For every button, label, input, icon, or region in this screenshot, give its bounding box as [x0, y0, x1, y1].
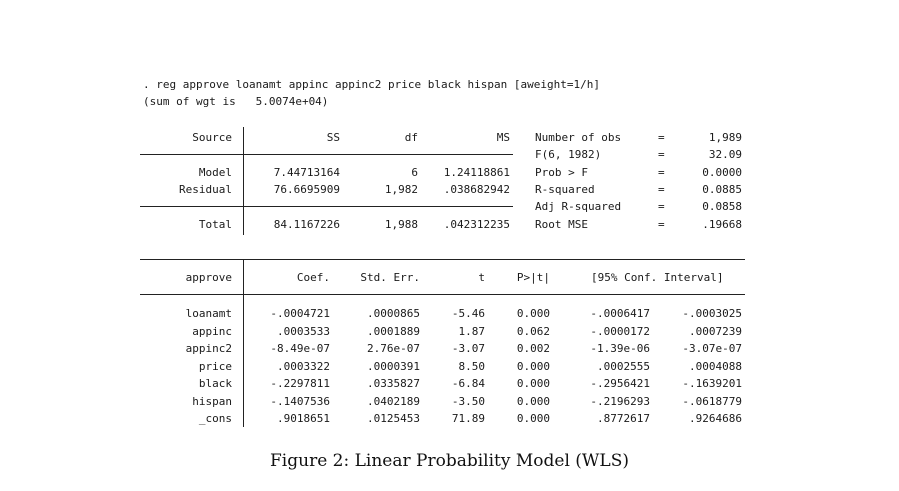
coef-tstat: 1.87	[458, 324, 486, 338]
coef-estimate: .9018651	[277, 412, 330, 425]
coef-estimate: -.0004721	[270, 307, 330, 320]
stat-value-f: 32.09	[708, 148, 742, 161]
coef-tstat: -3.07	[451, 342, 485, 355]
coef-var: hispan	[192, 394, 232, 408]
anova-column-rule	[243, 127, 244, 235]
figure-caption: Figure 2: Linear Probability Model (WLS)	[270, 451, 629, 471]
anova-ms-model: 1.24118861	[443, 166, 510, 179]
anova-header-source: Source	[192, 131, 232, 144]
coef-column-rule	[243, 260, 244, 427]
coef-header-rule	[140, 294, 745, 295]
stat-eq-rmse: =	[658, 218, 665, 231]
coef-ci-high: -3.07e-07	[682, 342, 742, 355]
stat-label-rmse: Root MSE	[535, 218, 588, 231]
coef-ci-high: .0007239	[689, 324, 742, 338]
coef-ci-low: -.2196293	[590, 394, 650, 408]
coef-estimate: .0003533	[277, 324, 330, 338]
regress-command: . reg approve loanamt appinc appinc2 pri…	[143, 78, 600, 91]
coef-stderr: .0335827	[367, 377, 420, 390]
coef-pvalue: 0.000	[516, 359, 550, 373]
stat-value-rmse: .19668	[702, 218, 742, 231]
coef-var: appinc2	[185, 342, 232, 355]
coef-estimate: -8.49e-07	[270, 342, 330, 355]
stat-label-adjr2: Adj R-squared	[535, 200, 622, 213]
anova-ss-total: 84.1167226	[273, 218, 340, 231]
stat-label-r2: R-squared	[535, 183, 595, 196]
stat-value-r2: 0.0885	[702, 183, 742, 196]
stat-eq-f: =	[658, 148, 665, 161]
coef-ci-low: .0002555	[597, 359, 650, 373]
coef-tstat: 71.89	[451, 412, 485, 425]
anova-source-model: Model	[198, 166, 232, 179]
anova-header-df: df	[404, 131, 418, 144]
coef-tstat: 8.50	[458, 359, 486, 373]
coef-var: black	[198, 377, 232, 390]
coef-ci-high: .0004088	[689, 359, 742, 373]
coef-stderr: .0000865	[367, 307, 420, 320]
stat-eq-nobs: =	[658, 131, 665, 144]
stat-eq-probf: =	[658, 166, 665, 179]
coef-header-se: Std. Err.	[360, 271, 420, 284]
stat-eq-adjr2: =	[658, 200, 665, 213]
coef-estimate: -.1407536	[270, 394, 330, 408]
anova-df-model: 6	[411, 166, 418, 179]
coef-ci-low: -1.39e-06	[590, 342, 650, 355]
anova-ms-total: .042312235	[443, 218, 510, 231]
anova-source-residual: Residual	[179, 183, 232, 196]
anova-ss-model: 7.44713164	[273, 166, 340, 179]
coef-var: _cons	[198, 412, 232, 425]
coef-ci-high: .9264686	[689, 412, 742, 425]
stat-label-probf: Prob > F	[535, 166, 588, 179]
stat-label-f: F(6, 1982)	[535, 148, 602, 161]
anova-df-residual: 1,982	[384, 183, 418, 196]
coef-estimate: -.2297811	[270, 377, 330, 390]
coef-header-t: t	[478, 271, 485, 284]
coef-ci-high: -.0618779	[682, 394, 742, 408]
stat-value-probf: 0.0000	[702, 166, 742, 179]
coef-ci-low: -.2956421	[590, 377, 650, 390]
anova-total-rule	[140, 206, 513, 207]
coef-pvalue: 0.062	[516, 324, 550, 338]
coef-top-rule	[140, 259, 745, 260]
coef-stderr: 2.76e-07	[367, 342, 420, 355]
stat-eq-r2: =	[658, 183, 665, 196]
coef-ci-high: -.0003025	[682, 307, 742, 320]
anova-header-ms: MS	[496, 131, 510, 144]
coef-ci-high: -.1639201	[682, 377, 742, 390]
coef-header-var: approve	[185, 271, 232, 284]
coef-pvalue: 0.000	[516, 412, 550, 425]
coef-estimate: .0003322	[277, 359, 330, 373]
stat-value-adjr2: 0.0858	[702, 200, 742, 213]
coef-stderr: .0402189	[367, 394, 420, 408]
anova-ss-residual: 76.6695909	[273, 183, 340, 196]
anova-header-rule	[140, 154, 513, 155]
anova-header-ss: SS	[326, 131, 340, 144]
coef-header-ci: [95% Conf. Interval]	[591, 271, 724, 284]
coef-pvalue: 0.002	[516, 342, 550, 355]
coef-var: price	[198, 359, 232, 373]
stat-value-nobs: 1,989	[708, 131, 742, 144]
sum-of-weights: (sum of wgt is 5.0074e+04)	[143, 95, 329, 108]
coef-var: loanamt	[185, 307, 232, 320]
coef-tstat: -5.46	[451, 307, 485, 320]
anova-df-total: 1,988	[384, 218, 418, 231]
coef-pvalue: 0.000	[516, 307, 550, 320]
coef-ci-low: .8772617	[597, 412, 650, 425]
coef-stderr: .0000391	[367, 359, 420, 373]
stat-label-nobs: Number of obs	[535, 131, 622, 144]
coef-tstat: -6.84	[451, 377, 485, 390]
anova-source-total: Total	[198, 218, 232, 231]
coef-tstat: -3.50	[451, 394, 485, 408]
coef-header-coef: Coef.	[296, 271, 330, 284]
coef-ci-low: -.0000172	[590, 324, 650, 338]
coef-pvalue: 0.000	[516, 394, 550, 408]
coef-var: appinc	[192, 324, 232, 338]
anova-ms-residual: .038682942	[443, 183, 510, 196]
coef-header-p: P>|t|	[516, 271, 550, 284]
coef-pvalue: 0.000	[516, 377, 550, 390]
coef-stderr: .0125453	[367, 412, 420, 425]
coef-ci-low: -.0006417	[590, 307, 650, 320]
coef-stderr: .0001889	[367, 324, 420, 338]
